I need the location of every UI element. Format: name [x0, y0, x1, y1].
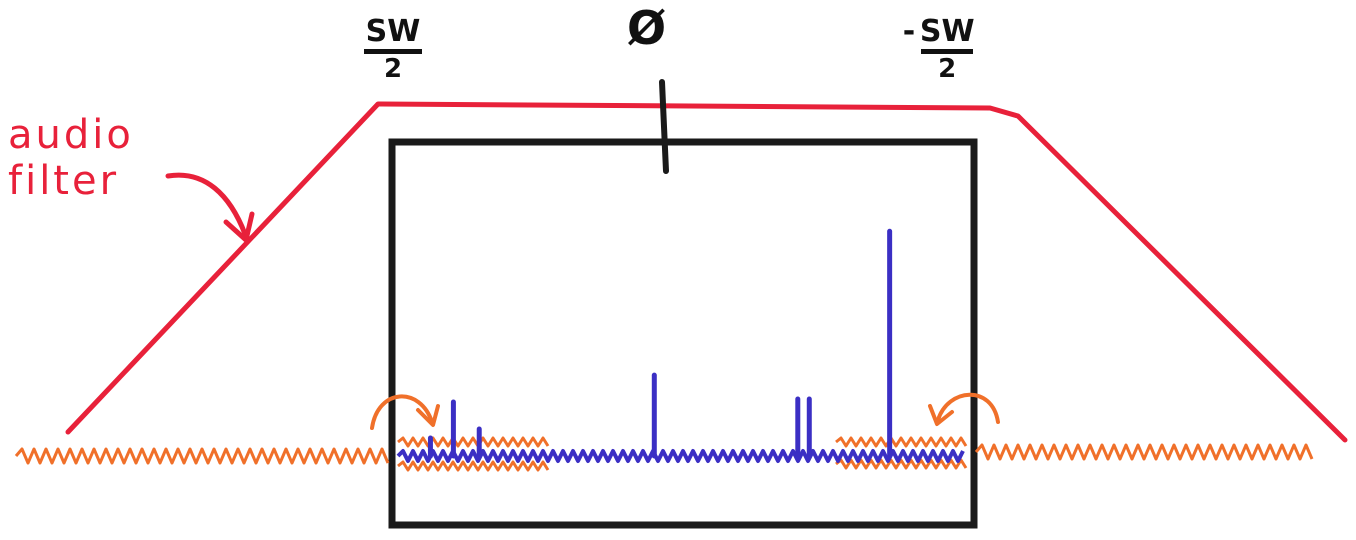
spectrum-baseline-trace — [396, 449, 965, 463]
audio-filter-arrow — [165, 172, 248, 237]
fold-arrow-right — [936, 392, 1000, 424]
fold-arrow-left — [370, 394, 434, 430]
audio-filter-arrowhead — [223, 211, 255, 243]
aliased-noise-trace-right-upper — [835, 436, 968, 448]
aliased-noise-left — [397, 436, 550, 472]
fold-arrow-left-head — [416, 404, 440, 427]
spectrum-baseline — [396, 449, 965, 463]
positive-half-sweep-label: SW 2 — [360, 16, 426, 82]
positive-half-sweep-denominator: 2 — [383, 54, 403, 84]
fold-arrow-right-head — [928, 404, 954, 426]
spectrum-peaks — [427, 228, 893, 459]
noise-outside-right — [974, 443, 1314, 461]
zero-frequency-label: Ø — [627, 1, 667, 55]
spectral-window — [388, 138, 978, 529]
audio-filter-label: audio filter — [8, 112, 134, 204]
aliased-noise-trace-left-lower — [397, 460, 550, 472]
negative-sign: - — [902, 14, 916, 49]
audio-filter-curve — [65, 101, 1348, 443]
fraction-bar — [364, 49, 422, 54]
noise-trace-left — [14, 447, 390, 465]
aliased-noise-trace-left-upper — [397, 436, 550, 448]
negative-half-sweep-numerator: SW — [919, 14, 975, 49]
aliased-noise-trace-right-lower — [835, 458, 968, 470]
audio-filter-label-line2: filter — [8, 158, 120, 204]
noise-trace-right — [974, 443, 1314, 461]
negative-half-sweep-denominator: 2 — [938, 54, 957, 84]
fraction-bar — [921, 49, 974, 54]
audio-filter-label-line1: audio — [8, 112, 134, 158]
aliased-noise-right — [835, 436, 968, 470]
negative-half-sweep-label: - SW 2 — [895, 14, 985, 84]
positive-half-sweep-numerator: SW — [365, 14, 421, 49]
noise-outside-left — [14, 447, 390, 465]
center-tick — [659, 79, 669, 174]
